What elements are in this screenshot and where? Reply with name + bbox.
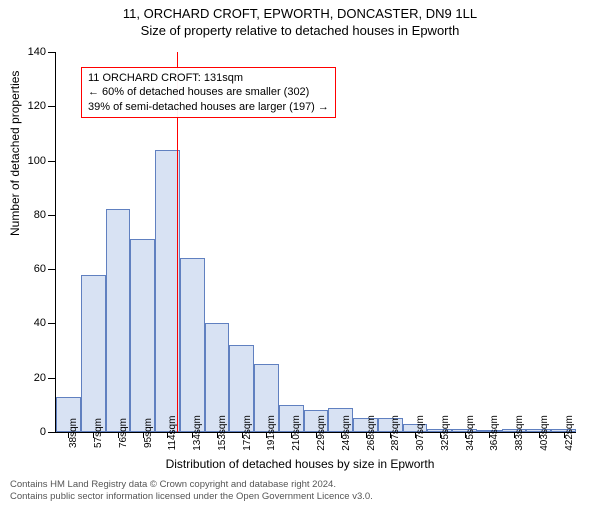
footer-line-1: Contains HM Land Registry data © Crown c… bbox=[10, 479, 373, 490]
info-box-line: 39% of semi-detached houses are larger (… bbox=[88, 100, 329, 114]
x-tick-label: 249sqm bbox=[341, 415, 352, 451]
x-tick-label: 345sqm bbox=[465, 415, 476, 451]
y-axis-label: Number of detached properties bbox=[8, 71, 22, 236]
y-tick-label: 20 bbox=[21, 372, 46, 384]
y-tick-label: 60 bbox=[21, 263, 46, 275]
y-tick-label: 40 bbox=[21, 317, 46, 329]
y-tick bbox=[48, 378, 56, 379]
info-box: 11 ORCHARD CROFT: 131sqm← 60% of detache… bbox=[81, 67, 336, 118]
y-tick-label: 140 bbox=[21, 46, 46, 58]
x-tick-label: 76sqm bbox=[118, 418, 129, 448]
y-tick bbox=[48, 161, 56, 162]
x-tick-label: 364sqm bbox=[489, 415, 500, 451]
x-tick-label: 95sqm bbox=[143, 418, 154, 448]
x-tick-label: 403sqm bbox=[539, 415, 550, 451]
x-tick-label: 172sqm bbox=[242, 415, 253, 451]
x-tick-label: 153sqm bbox=[217, 415, 228, 451]
x-axis-label: Distribution of detached houses by size … bbox=[0, 457, 600, 471]
x-tick-label: 307sqm bbox=[415, 415, 426, 451]
histogram-bar bbox=[180, 258, 205, 432]
y-tick-label: 120 bbox=[21, 100, 46, 112]
x-tick-label: 268sqm bbox=[366, 415, 377, 451]
footer-line-2: Contains public sector information licen… bbox=[10, 491, 373, 502]
x-tick-label: 38sqm bbox=[68, 418, 79, 448]
x-tick-label: 57sqm bbox=[93, 418, 104, 448]
y-tick-label: 100 bbox=[21, 155, 46, 167]
histogram-bar bbox=[81, 275, 106, 432]
footer-attribution: Contains HM Land Registry data © Crown c… bbox=[10, 479, 373, 502]
histogram-bar bbox=[130, 239, 155, 432]
info-box-line: ← 60% of detached houses are smaller (30… bbox=[88, 85, 329, 99]
x-tick-label: 229sqm bbox=[316, 415, 327, 451]
x-tick-label: 134sqm bbox=[192, 415, 203, 451]
y-tick bbox=[48, 269, 56, 270]
y-tick bbox=[48, 215, 56, 216]
x-tick-label: 325sqm bbox=[440, 415, 451, 451]
y-tick-label: 0 bbox=[21, 426, 46, 438]
chart-title-sub: Size of property relative to detached ho… bbox=[0, 23, 600, 38]
info-box-line: 11 ORCHARD CROFT: 131sqm bbox=[88, 71, 329, 85]
chart-title-main: 11, ORCHARD CROFT, EPWORTH, DONCASTER, D… bbox=[0, 6, 600, 21]
x-tick-label: 191sqm bbox=[266, 415, 277, 451]
x-tick-label: 383sqm bbox=[514, 415, 525, 451]
y-tick bbox=[48, 106, 56, 107]
y-tick bbox=[48, 432, 56, 433]
x-tick-label: 287sqm bbox=[390, 415, 401, 451]
histogram-bar bbox=[106, 209, 131, 432]
histogram-bar bbox=[155, 150, 180, 432]
y-tick-label: 80 bbox=[21, 209, 46, 221]
chart-plot-area: 02040608010012014038sqm57sqm76sqm95sqm11… bbox=[55, 52, 576, 433]
y-tick bbox=[48, 52, 56, 53]
x-tick-label: 422sqm bbox=[564, 415, 575, 451]
x-tick-label: 210sqm bbox=[291, 415, 302, 451]
y-tick bbox=[48, 323, 56, 324]
